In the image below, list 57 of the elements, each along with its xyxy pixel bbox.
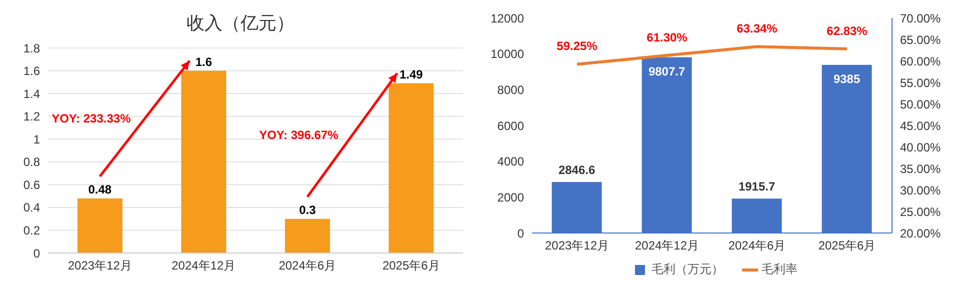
y2-tick-label: 50.00%: [900, 97, 942, 112]
y2-tick-label: 40.00%: [900, 140, 942, 154]
y2-tick-label: 25.00%: [900, 204, 942, 219]
chart-title: 收入（亿元）: [186, 12, 296, 35]
y-tick-label: 2000: [497, 190, 524, 204]
bar: [284, 218, 330, 253]
y2-tick-label: 20.00%: [900, 226, 942, 240]
legend-label: 毛利率: [762, 261, 798, 278]
annotation: YOY: 233.33%: [52, 112, 132, 126]
x-tick-label: 2023年12月: [544, 238, 610, 253]
y-tick-label: 1.4: [23, 86, 40, 101]
annotation: YOY: 396.67%: [259, 128, 339, 142]
bar: [181, 70, 226, 253]
x-tick-label: 2024年6月: [278, 258, 336, 273]
data-label: 61.30%: [646, 30, 688, 44]
y2-tick-label: 65.00%: [900, 32, 942, 47]
y2-tick-label: 55.00%: [900, 76, 942, 90]
data-label: 1915.7: [738, 180, 776, 194]
y-tick-label: 0.8: [23, 155, 40, 170]
legend-label: 毛利（万元）: [652, 261, 724, 278]
y-tick-label: 10000: [490, 47, 524, 62]
x-tick-label: 2023年12月: [68, 258, 132, 273]
y-tick-label: 1.6: [23, 64, 40, 78]
y-tick-label: 1: [33, 132, 40, 146]
data-label: 0.3: [299, 202, 316, 217]
y2-tick-label: 45.00%: [900, 118, 942, 133]
y2-tick-label: 60.00%: [900, 54, 942, 68]
y-tick-label: 4000: [497, 154, 524, 169]
data-label: 59.25%: [556, 39, 598, 54]
y2-tick-label: 35.00%: [900, 162, 942, 176]
data-label: 62.83%: [826, 24, 868, 38]
bar: [77, 198, 122, 253]
x-tick-label: 2025年6月: [382, 258, 440, 273]
data-label: 9807.7: [648, 64, 686, 78]
data-label: 1.6: [195, 54, 212, 69]
y-tick-label: 12000: [490, 11, 524, 26]
bar: [388, 83, 434, 253]
x-tick-label: 2024年12月: [634, 238, 700, 253]
y-tick-label: 6000: [497, 118, 524, 133]
y-tick-label: 0: [517, 226, 524, 240]
data-label: 9385: [833, 72, 860, 86]
y2-tick-label: 30.00%: [900, 183, 942, 198]
data-label: 1.49: [400, 67, 424, 82]
x-tick-label: 2024年12月: [172, 258, 236, 273]
y-tick-label: 0: [33, 246, 40, 260]
y-tick-label: 0.6: [23, 178, 40, 192]
data-label: 2846.6: [558, 163, 596, 177]
y-tick-label: 8000: [497, 82, 524, 97]
x-tick-label: 2025年6月: [818, 238, 876, 253]
y-tick-label: 0.4: [23, 200, 40, 215]
x-tick-label: 2024年6月: [728, 238, 786, 253]
data-label: 0.48: [88, 182, 112, 196]
y-tick-label: 1.2: [23, 110, 40, 124]
y-tick-label: 1.8: [23, 41, 40, 56]
y2-tick-label: 70.00%: [900, 11, 942, 26]
y-tick-label: 0.2: [23, 223, 40, 238]
data-label: 63.34%: [736, 22, 778, 36]
